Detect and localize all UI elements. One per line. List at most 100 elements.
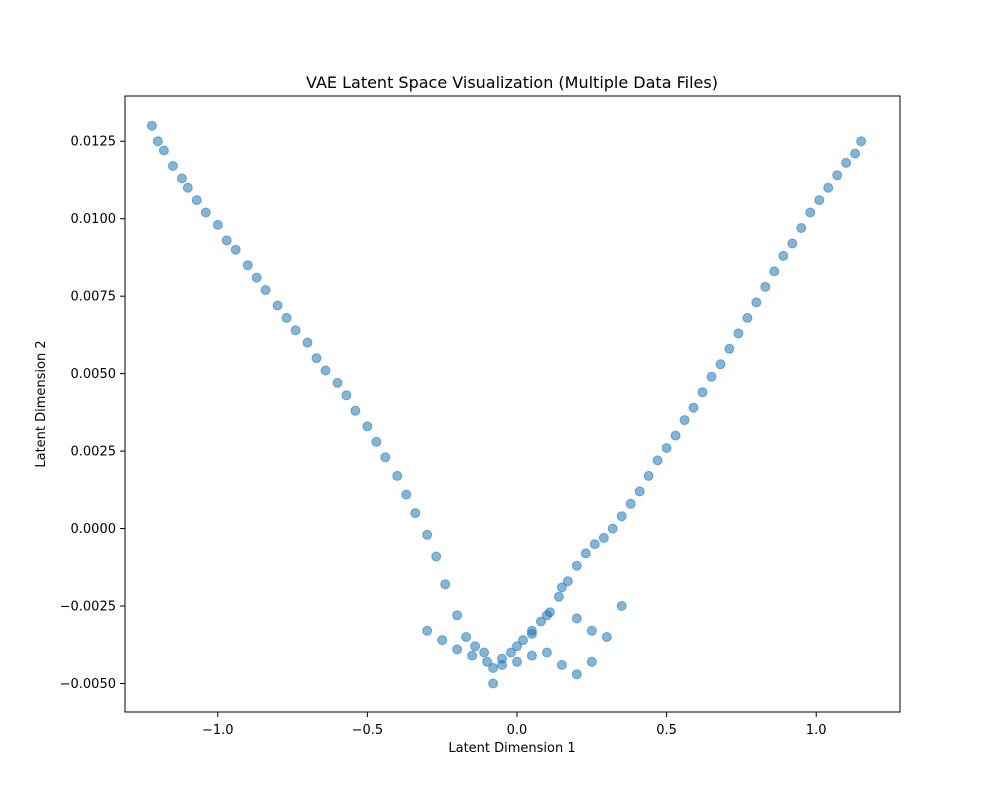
data-point bbox=[643, 470, 654, 481]
data-point bbox=[422, 625, 433, 636]
data-point bbox=[350, 405, 361, 416]
data-point bbox=[332, 377, 343, 388]
data-point bbox=[526, 650, 537, 661]
data-point bbox=[679, 415, 690, 426]
data-point bbox=[392, 470, 403, 481]
data-point bbox=[146, 120, 157, 131]
data-point bbox=[697, 387, 708, 398]
data-point bbox=[230, 244, 241, 255]
data-point bbox=[850, 148, 861, 159]
x-tick-label: −0.5 bbox=[352, 723, 384, 738]
data-point bbox=[251, 272, 262, 283]
data-point bbox=[556, 582, 567, 593]
data-point bbox=[751, 297, 762, 308]
data-point bbox=[281, 312, 292, 323]
data-point bbox=[607, 523, 618, 534]
y-tick-label: −0.0025 bbox=[60, 600, 116, 615]
data-point bbox=[541, 647, 552, 658]
data-point bbox=[541, 610, 552, 621]
data-point bbox=[461, 632, 472, 642]
data-point bbox=[221, 235, 232, 246]
data-point bbox=[733, 328, 744, 339]
data-point bbox=[452, 644, 463, 655]
data-point bbox=[778, 250, 789, 261]
data-point bbox=[832, 170, 843, 181]
data-point bbox=[526, 628, 537, 639]
scatter-points bbox=[146, 120, 867, 689]
data-point bbox=[571, 613, 582, 624]
y-tick-label: 0.0000 bbox=[71, 522, 117, 537]
data-point bbox=[616, 511, 627, 522]
data-point bbox=[320, 365, 331, 376]
data-point bbox=[311, 353, 322, 364]
data-point bbox=[625, 498, 636, 509]
data-point bbox=[562, 576, 573, 587]
data-point bbox=[488, 663, 499, 673]
x-tick-label: 0.5 bbox=[656, 723, 677, 738]
data-point bbox=[512, 656, 522, 667]
data-point bbox=[422, 529, 433, 540]
data-point bbox=[380, 452, 391, 463]
data-point bbox=[512, 641, 522, 652]
data-point bbox=[467, 650, 478, 661]
y-tick-label: −0.0050 bbox=[60, 677, 116, 692]
data-point bbox=[742, 312, 753, 323]
data-point bbox=[553, 591, 564, 602]
y-tick-label: 0.0050 bbox=[71, 367, 117, 382]
data-point bbox=[616, 601, 627, 611]
data-point bbox=[506, 647, 516, 658]
data-point bbox=[302, 337, 313, 348]
y-tick-label: 0.0025 bbox=[71, 445, 117, 460]
data-point bbox=[497, 659, 507, 670]
data-point bbox=[556, 659, 567, 670]
data-point bbox=[167, 161, 178, 171]
x-axis-label: Latent Dimension 1 bbox=[448, 741, 575, 756]
data-point bbox=[242, 260, 253, 271]
data-point bbox=[488, 678, 499, 689]
data-point bbox=[760, 281, 771, 292]
data-point bbox=[158, 145, 169, 156]
data-point bbox=[586, 656, 597, 667]
data-point bbox=[535, 616, 546, 627]
data-point bbox=[601, 632, 612, 642]
data-point bbox=[371, 436, 382, 447]
data-point bbox=[634, 486, 645, 497]
data-point bbox=[191, 195, 202, 206]
y-tick-label: 0.0125 bbox=[71, 135, 117, 150]
data-point bbox=[260, 285, 271, 295]
data-point bbox=[431, 551, 442, 562]
y-tick-label: 0.0100 bbox=[71, 212, 117, 227]
data-point bbox=[176, 173, 187, 184]
data-point bbox=[787, 238, 798, 249]
chart-title: VAE Latent Space Visualization (Multiple… bbox=[306, 73, 718, 92]
data-point bbox=[688, 402, 699, 413]
data-point bbox=[856, 136, 867, 147]
data-point bbox=[518, 635, 528, 646]
data-point bbox=[586, 625, 597, 636]
data-point bbox=[841, 157, 852, 168]
x-tick-label: 1.0 bbox=[806, 723, 827, 738]
data-point bbox=[290, 325, 301, 336]
data-point bbox=[571, 669, 582, 680]
data-point bbox=[212, 219, 223, 230]
data-point bbox=[796, 223, 807, 233]
x-tick-label: −1.0 bbox=[202, 723, 234, 738]
data-point bbox=[341, 390, 352, 401]
data-point bbox=[715, 359, 726, 370]
y-tick-label: 0.0075 bbox=[71, 290, 117, 305]
data-point bbox=[814, 195, 825, 206]
data-point bbox=[598, 532, 609, 543]
data-point bbox=[706, 371, 717, 382]
x-axis: −1.0 −0.5 0.0 0.5 1.0 bbox=[202, 712, 827, 738]
data-point bbox=[272, 300, 283, 311]
data-point bbox=[482, 656, 493, 667]
data-point bbox=[670, 430, 681, 441]
data-point bbox=[452, 610, 463, 621]
data-point bbox=[769, 266, 780, 277]
data-point bbox=[200, 207, 211, 218]
y-axis-label: Latent Dimension 2 bbox=[34, 340, 49, 467]
data-point bbox=[410, 508, 421, 519]
data-point bbox=[362, 421, 373, 432]
plot-area-frame bbox=[124, 95, 901, 713]
